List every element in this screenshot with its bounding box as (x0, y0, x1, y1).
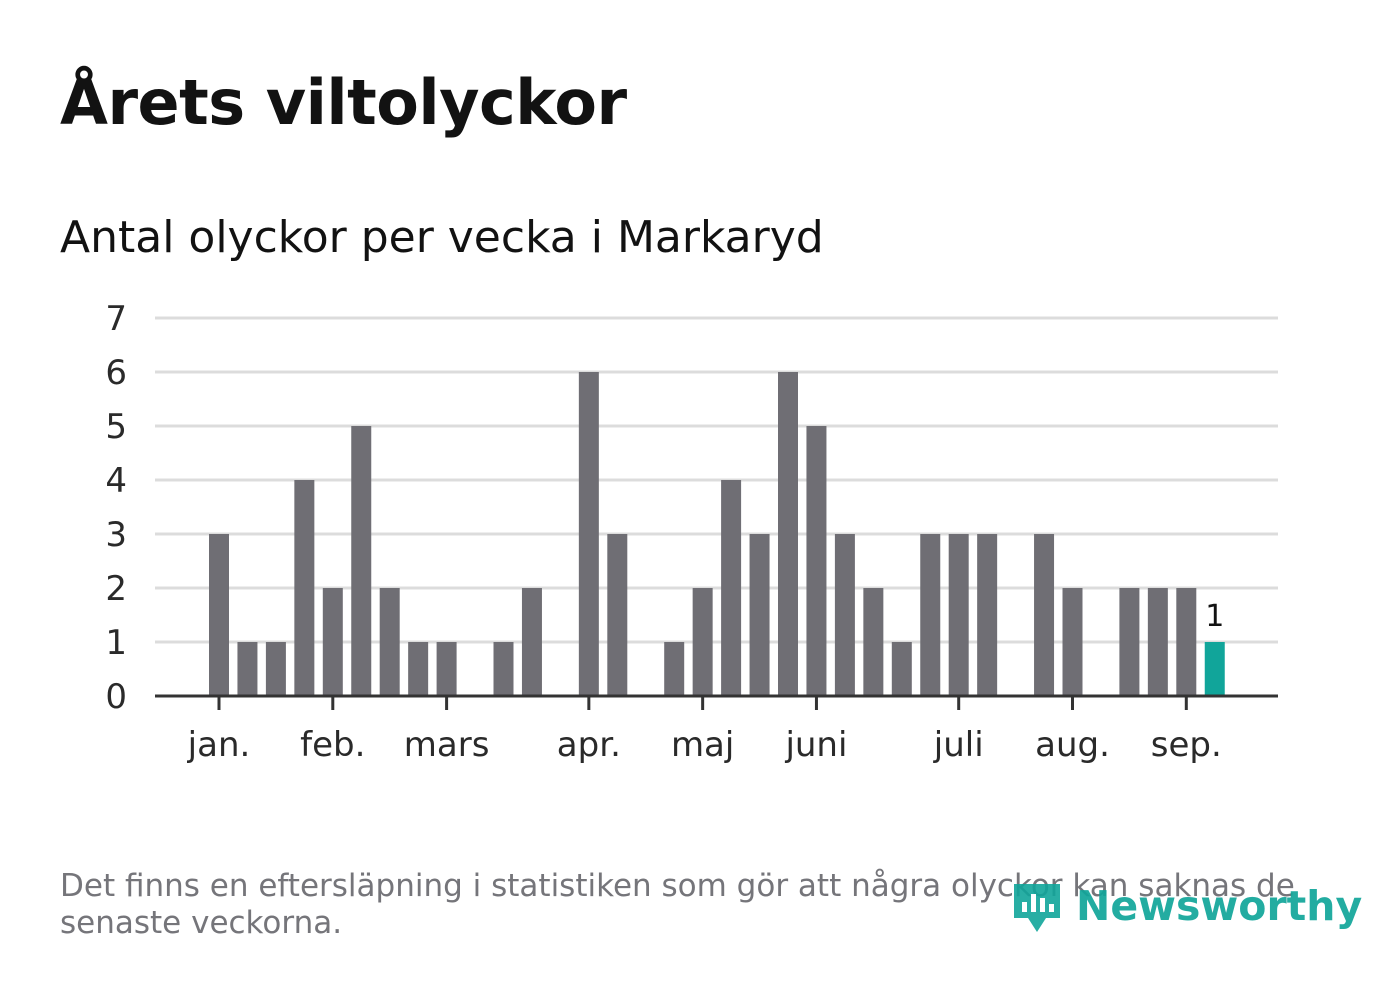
x-tick-label-juli: juli (933, 725, 984, 765)
bar (1034, 534, 1055, 696)
footnote: Det finns en eftersläpning i statistiken… (60, 868, 1295, 941)
bar (265, 642, 286, 696)
bar-chart: 0 1 2 3 4 5 6 7 1 jan. feb. mars apr. maj juni juli au… (105, 299, 1278, 765)
bar (578, 372, 599, 696)
bar (607, 534, 628, 696)
bar (749, 534, 770, 696)
bar (436, 642, 457, 696)
y-axis-ticks: 0 1 2 3 4 5 6 7 (105, 299, 127, 717)
bar (664, 642, 685, 696)
bar (863, 588, 884, 696)
bar (920, 534, 941, 696)
bar (778, 372, 798, 696)
bar (1147, 588, 1168, 696)
bar (408, 642, 429, 696)
x-tick-label-maj: maj (671, 725, 734, 765)
bar (493, 642, 514, 696)
bars: 1 (209, 372, 1225, 696)
data-label: 1 (1205, 599, 1224, 634)
brand-name: Newsworthy (1076, 882, 1363, 930)
bar (692, 588, 713, 696)
x-tick-label-aug: aug. (1035, 725, 1110, 765)
bar (834, 534, 855, 696)
bar (209, 534, 229, 696)
y-tick-label-5: 5 (105, 407, 127, 447)
bar (891, 642, 912, 696)
bar (351, 426, 372, 696)
y-tick-label-7: 7 (105, 299, 127, 339)
x-tick-label-mars: mars (404, 725, 490, 765)
bar (379, 588, 400, 696)
bar (521, 588, 542, 696)
newsworthy-logo-icon (1014, 884, 1060, 932)
bar (977, 534, 998, 696)
x-tick-label-apr: apr. (557, 725, 621, 765)
x-tick-label-jan: jan. (187, 725, 251, 765)
bar (1062, 588, 1083, 696)
chart-subtitle: Antal olyckor per vecka i Markaryd (60, 212, 824, 263)
y-tick-label-4: 4 (105, 461, 127, 501)
x-axis: jan. feb. mars apr. maj juni juli aug. sep. (155, 694, 1278, 765)
bar (294, 480, 315, 696)
bar (1176, 588, 1197, 696)
bar (721, 480, 742, 696)
bar (806, 426, 827, 696)
bar (237, 642, 258, 696)
x-tick-label-sep: sep. (1151, 725, 1222, 765)
bar (322, 588, 343, 696)
x-tick-label-juni: juni (784, 725, 847, 765)
x-tick-label-feb: feb. (300, 725, 365, 765)
chart-title: Årets viltolyckor (60, 66, 627, 139)
y-tick-label-1: 1 (105, 623, 127, 663)
y-tick-label-6: 6 (105, 353, 127, 393)
bar-highlight (1204, 642, 1225, 696)
newsworthy-logo: Newsworthy (1010, 876, 1362, 936)
y-tick-label-3: 3 (105, 515, 127, 555)
y-tick-label-2: 2 (105, 569, 127, 609)
bar (948, 534, 969, 696)
y-tick-label-0: 0 (105, 677, 127, 717)
bar (1119, 588, 1140, 696)
